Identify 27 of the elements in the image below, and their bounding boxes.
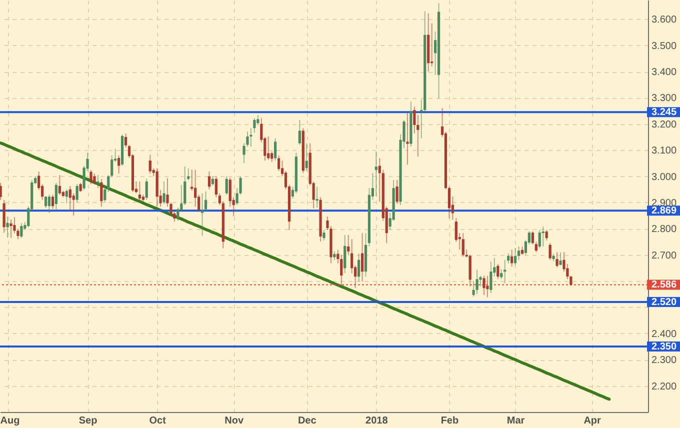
x-tick-label: Mar <box>506 416 525 426</box>
y-tick-label: 2.300 <box>652 355 677 366</box>
y-tick-label: 3.600 <box>652 14 677 26</box>
x-tick-label: Apr <box>584 416 602 426</box>
ref-line-label: 2.869 <box>651 206 677 217</box>
ref-line-label: 3.245 <box>651 107 677 118</box>
ref-line-label: 2.350 <box>651 342 677 353</box>
y-tick-label: 3.000 <box>652 172 677 183</box>
ref-line-label: 2.520 <box>651 296 677 308</box>
x-tick-label: Sep <box>78 416 98 426</box>
y-tick-label: 2.800 <box>652 224 677 236</box>
x-tick-label: Aug <box>0 416 20 426</box>
y-tick-label: 2.700 <box>652 250 677 262</box>
x-tick-label: 2018 <box>366 416 388 426</box>
y-tick-label: 3.500 <box>652 40 677 52</box>
ref-line-label: 2.586 <box>651 280 677 291</box>
y-tick-label: 3.100 <box>652 146 677 157</box>
y-tick-label: 2.400 <box>652 328 677 340</box>
x-tick-label: Nov <box>224 416 244 426</box>
y-tick-label: 3.400 <box>652 67 677 78</box>
line-series <box>0 142 611 401</box>
x-tick-label: Feb <box>440 416 459 426</box>
y-tick-label: 3.300 <box>652 93 677 104</box>
y-tick-label: 2.200 <box>652 381 677 392</box>
x-tick-label: Oct <box>149 416 167 426</box>
y-tick-label: 3.200 <box>652 119 677 130</box>
x-tick-label: Dec <box>298 416 317 426</box>
